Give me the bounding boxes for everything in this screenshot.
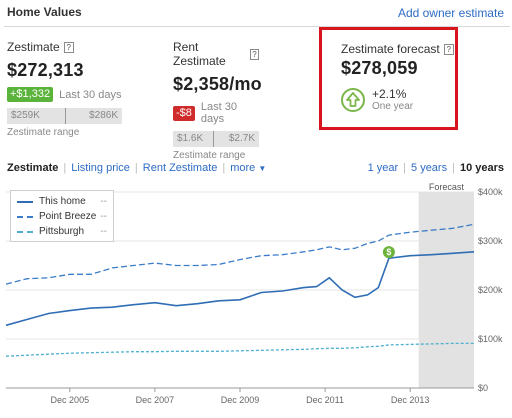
home-value-chart[interactable]: Forecast Dec 2005 Dec 2007 Dec 2009 Dec 201…: [0, 180, 512, 418]
section-title: Home Values: [7, 5, 82, 19]
add-owner-estimate-link[interactable]: Add owner estimate: [397, 6, 504, 20]
zestimate-forecast-panel: Zestimate forecast ? $278,059 +2.1% One …: [319, 27, 458, 130]
legend-value: --: [100, 226, 107, 237]
change-period: Last 30 days: [59, 88, 122, 101]
y-tick-label: $0: [478, 383, 488, 393]
legend-label: Point Breeze: [39, 211, 97, 222]
forecast-value: $278,059: [341, 58, 418, 78]
forecast-percent: +2.1%: [372, 87, 407, 101]
help-icon[interactable]: ?: [63, 41, 74, 53]
tab-more[interactable]: more ▼: [230, 162, 266, 174]
legend-swatch: [17, 230, 33, 233]
home-values-header: Home Values Add owner estimate: [0, 0, 512, 30]
chart-type-tabs: Zestimate | Listing price | Rent Zestima…: [7, 162, 267, 174]
series-line-point-breeze: [5, 223, 475, 285]
rent-range-bar: $1.6K $2.7K: [173, 131, 259, 147]
range-label: Zestimate range: [7, 127, 80, 138]
zestimate-label: Zestimate: [7, 40, 60, 54]
help-icon[interactable]: ?: [249, 48, 259, 60]
legend-item-point-breeze[interactable]: Point Breeze --: [17, 209, 107, 224]
change-badge: +$1,332: [7, 87, 54, 102]
x-tick-label: Dec 2005: [51, 395, 90, 405]
legend-item-this-home[interactable]: This home --: [17, 194, 107, 209]
change-period: Last 30 days: [200, 101, 237, 125]
x-tick-label: Dec 2011: [306, 395, 344, 405]
range-marker: [64, 108, 66, 124]
forecast-period: One year: [372, 101, 414, 112]
range-5-years[interactable]: 5 years: [411, 162, 448, 174]
zestimate-value: $272,313: [7, 60, 84, 80]
sale-marker-label: $: [386, 247, 391, 257]
y-tick-label: $400k: [478, 187, 503, 197]
x-tick-label: Dec 2007: [136, 395, 175, 405]
series-line-pittsburgh: [5, 342, 474, 357]
rent-zestimate-label: Rent Zestimate: [173, 40, 226, 68]
range-high: $286K: [89, 110, 118, 121]
x-tick-label: Dec 2013: [391, 395, 430, 405]
forecast-label: Forecast: [429, 182, 465, 192]
range-marker: [212, 131, 214, 147]
legend-value: --: [100, 211, 107, 222]
legend-item-pittsburgh[interactable]: Pittsburgh --: [17, 224, 107, 239]
range-label: Zestimate range: [173, 150, 246, 161]
legend-value: --: [100, 196, 107, 207]
range-low: $1.6K: [177, 133, 204, 144]
legend-label: This home: [39, 196, 86, 207]
series-line-this-home: [5, 251, 475, 327]
forecast-label: Zestimate forecast: [341, 42, 440, 56]
zestimate-panel: Zestimate ? $272,313 +$1,332 Last 30 day…: [7, 40, 122, 138]
range-10-years[interactable]: 10 years: [459, 162, 504, 174]
y-tick-label: $100k: [478, 334, 503, 344]
range-1-year[interactable]: 1 year: [367, 162, 399, 174]
change-badge: -$8: [173, 105, 195, 121]
legend-swatch: [17, 215, 33, 218]
legend-label: Pittsburgh: [39, 226, 85, 237]
forecast-region: [418, 192, 474, 388]
y-tick-label: $300k: [478, 236, 503, 246]
rent-zestimate-panel: Rent Zestimate ? $2,358/mo -$8 Last 30 d…: [173, 40, 262, 161]
sale-marker-icon: [382, 246, 395, 259]
caret-down-icon: ▼: [258, 164, 267, 173]
range-low: $259K: [11, 110, 40, 121]
legend-swatch: [17, 200, 33, 203]
chart-legend: This home -- Point Breeze -- Pittsburgh …: [10, 190, 114, 242]
time-range-tabs: 1 year | 5 years | 10 years: [367, 162, 504, 174]
rent-zestimate-value: $2,358/mo: [173, 74, 262, 94]
up-arrow-icon: [341, 88, 365, 112]
header-divider: [4, 26, 510, 27]
help-icon[interactable]: ?: [443, 43, 454, 55]
y-tick-label: $200k: [478, 285, 503, 295]
tab-listing-price[interactable]: Listing price: [71, 162, 130, 174]
zestimate-range-bar: $259K $286K: [7, 108, 122, 124]
more-label: more: [230, 162, 256, 174]
tab-rent-zestimate[interactable]: Rent Zestimate: [142, 162, 218, 174]
range-high: $2.7K: [228, 133, 255, 144]
x-tick-label: Dec 2009: [221, 395, 260, 405]
tab-zestimate[interactable]: Zestimate: [7, 162, 59, 174]
